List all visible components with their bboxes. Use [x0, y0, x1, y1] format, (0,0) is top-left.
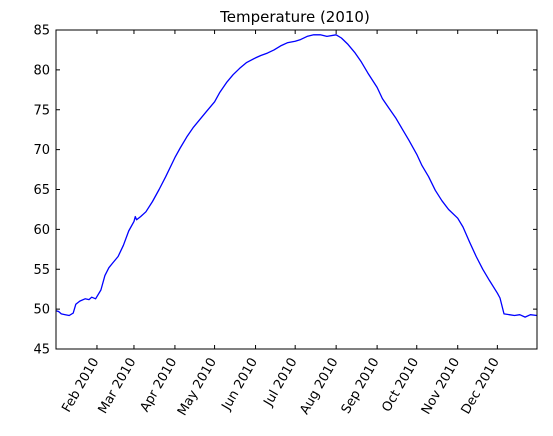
y-tick-label: 75 — [33, 103, 50, 118]
x-tick-label: Jul 2010 — [261, 356, 301, 410]
y-tick-label: 60 — [33, 223, 50, 238]
chart-title: Temperature (2010) — [219, 8, 370, 26]
y-tick-label: 50 — [33, 303, 50, 318]
plot-frame — [56, 30, 537, 349]
x-tick-label: Oct 2010 — [379, 356, 422, 415]
x-tick-label: Aug 2010 — [297, 356, 341, 418]
x-tick-label: Feb 2010 — [59, 356, 102, 416]
series-layer — [56, 35, 537, 317]
temperature-series-line — [56, 35, 537, 317]
x-tick-label: Apr 2010 — [138, 356, 181, 415]
x-tick-label: Nov 2010 — [419, 356, 463, 418]
y-tick-label: 80 — [33, 63, 50, 78]
x-tick-label: Dec 2010 — [459, 356, 503, 418]
y-tick-label: 45 — [33, 343, 50, 358]
y-tick-label: 70 — [33, 143, 50, 158]
x-tick-label: Mar 2010 — [96, 356, 140, 417]
x-tick-label: Sep 2010 — [339, 356, 383, 417]
y-tick-label: 85 — [33, 24, 50, 39]
y-tick-label: 65 — [33, 183, 50, 198]
x-tick-label: Jun 2010 — [219, 356, 261, 414]
x-tick-label: May 2010 — [175, 356, 220, 419]
y-tick-label: 55 — [33, 263, 50, 278]
